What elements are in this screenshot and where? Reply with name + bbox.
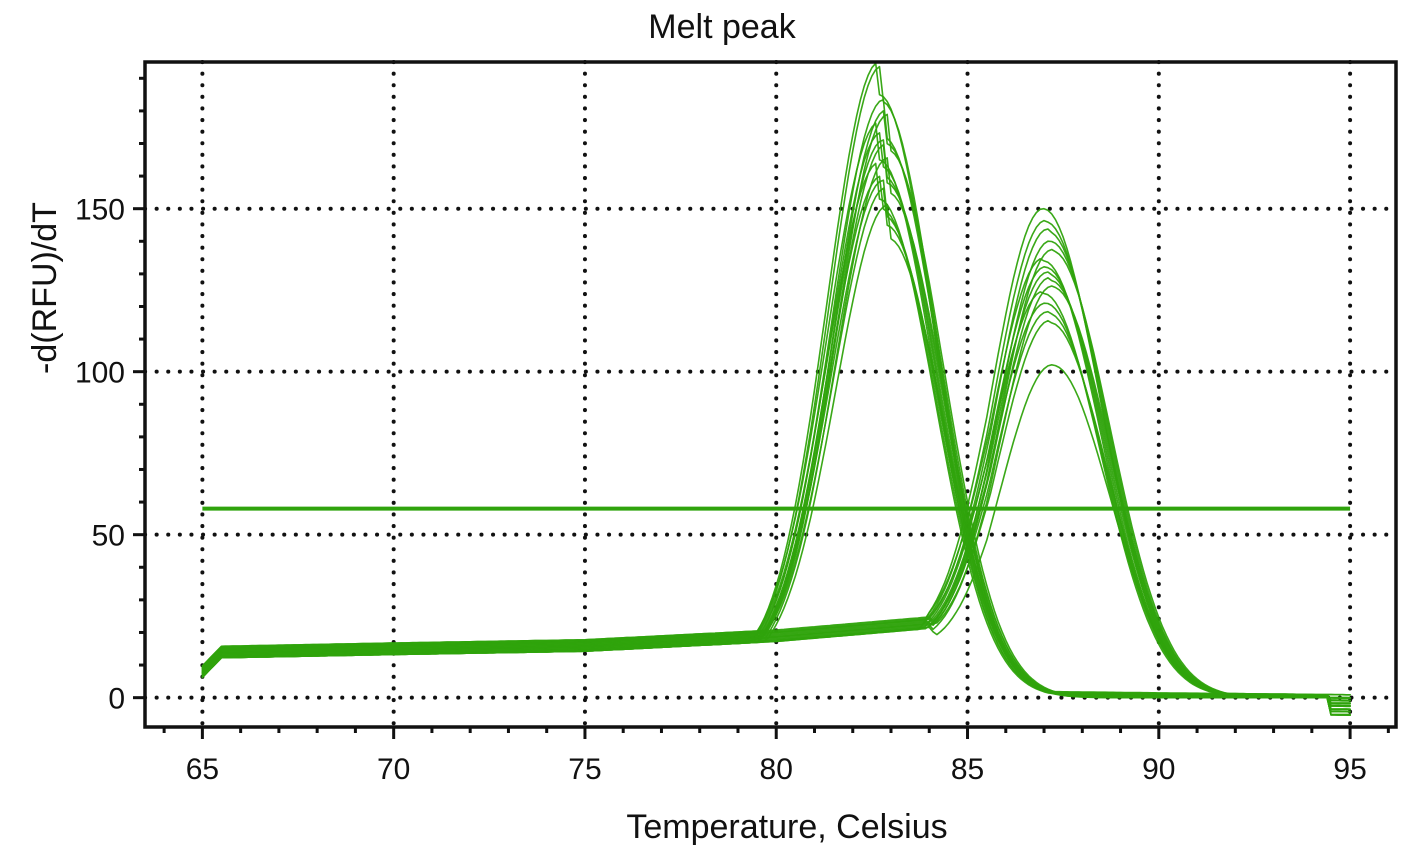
- melt-curve: [201, 302, 1351, 716]
- x-tick-label: 75: [568, 753, 601, 786]
- y-tick-label: 100: [75, 357, 125, 390]
- tick-labels: 65 70 75 80 85 90 95 0 50 100 150: [75, 194, 1367, 786]
- x-tick-label: 95: [1333, 753, 1366, 786]
- melt-curve: [201, 271, 1351, 713]
- x-tick-label: 90: [1142, 753, 1175, 786]
- x-axis-label: Temperature, Celsius: [626, 808, 947, 846]
- melt-curve: [201, 285, 1351, 705]
- chart-title: Melt peak: [648, 8, 796, 46]
- x-tick-label: 80: [760, 753, 793, 786]
- x-tick-label: 65: [186, 753, 219, 786]
- melt-curve: [201, 157, 1351, 705]
- axis-ticks: [133, 76, 1390, 739]
- y-tick-label: 50: [92, 520, 125, 553]
- y-tick-label: 0: [108, 683, 125, 716]
- x-tick-label: 85: [951, 753, 984, 786]
- melt-curve: [201, 319, 1351, 702]
- x-tick-label: 70: [377, 753, 410, 786]
- melt-curve: [201, 364, 1351, 711]
- y-axis-label: -d(RFU)/dT: [26, 202, 64, 374]
- melt-curve: [201, 248, 1351, 699]
- plot-frame: [143, 60, 1398, 729]
- melt-curve: [201, 277, 1351, 696]
- melt-curve: [201, 291, 1351, 708]
- melt-curves: [201, 62, 1351, 716]
- y-tick-label: 150: [75, 194, 125, 227]
